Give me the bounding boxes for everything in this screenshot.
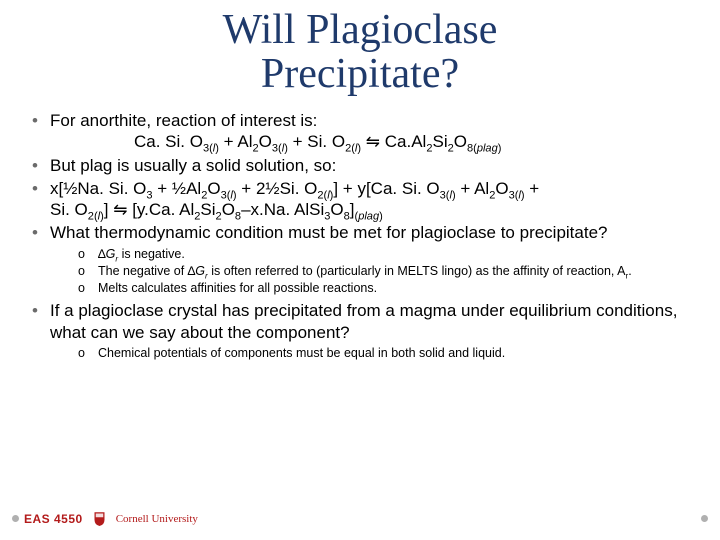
title-line-2: Precipitate? bbox=[261, 51, 459, 97]
title-line-1: Will Plagioclase bbox=[223, 7, 498, 53]
bullet-4-sub-3: Melts calculates affinities for all poss… bbox=[50, 280, 692, 296]
bullet-4: What thermodynamic condition must be met… bbox=[28, 222, 692, 296]
university-name: Cornell University bbox=[116, 513, 198, 525]
corner-dot-right bbox=[701, 515, 708, 522]
bullet-4-sub-2: The negative of ∆Gr is often referred to… bbox=[50, 263, 692, 279]
bullet-2-text: But plag is usually a solid solution, so… bbox=[50, 156, 336, 175]
bullet-5-sub-1: Chemical potentials of components must b… bbox=[50, 345, 692, 361]
bullet-3-line2: Si. O2(l)] ⇋ [y.Ca. Al2Si2O8–x.Na. AlSi3… bbox=[50, 200, 383, 219]
bullet-1-text: For anorthite, reaction of interest is: bbox=[50, 111, 317, 130]
bullet-3: x[½Na. Si. O3 + ½Al2O3(l) + 2½Si. O2(l)]… bbox=[28, 178, 692, 221]
bullet-4-sublist: ∆Gr is negative. The negative of ∆Gr is … bbox=[50, 246, 692, 297]
bullet-4-sub-1: ∆Gr is negative. bbox=[50, 246, 692, 262]
bullet-1: For anorthite, reaction of interest is: … bbox=[28, 110, 692, 153]
bullet-4-text: What thermodynamic condition must be met… bbox=[50, 223, 608, 242]
bullet-1-equation: Ca. Si. O3(l) + Al2O3(l) + Si. O2(l) ⇋ C… bbox=[50, 131, 692, 152]
bullet-5-text: If a plagioclase crystal has precipitate… bbox=[50, 301, 677, 341]
main-bullet-list: For anorthite, reaction of interest is: … bbox=[28, 110, 692, 361]
bullet-3-line1: x[½Na. Si. O3 + ½Al2O3(l) + 2½Si. O2(l)]… bbox=[50, 179, 539, 198]
bullet-5: If a plagioclase crystal has precipitate… bbox=[28, 300, 692, 361]
shield-icon bbox=[93, 511, 106, 526]
bullet-2: But plag is usually a solid solution, so… bbox=[28, 155, 692, 176]
bullet-5-sublist: Chemical potentials of components must b… bbox=[50, 345, 692, 361]
footer: EAS 4550 Cornell University bbox=[24, 511, 198, 526]
slide-title: Will Plagioclase Precipitate? bbox=[28, 8, 692, 96]
course-code: EAS 4550 bbox=[24, 512, 83, 526]
corner-dot-left bbox=[12, 515, 19, 522]
